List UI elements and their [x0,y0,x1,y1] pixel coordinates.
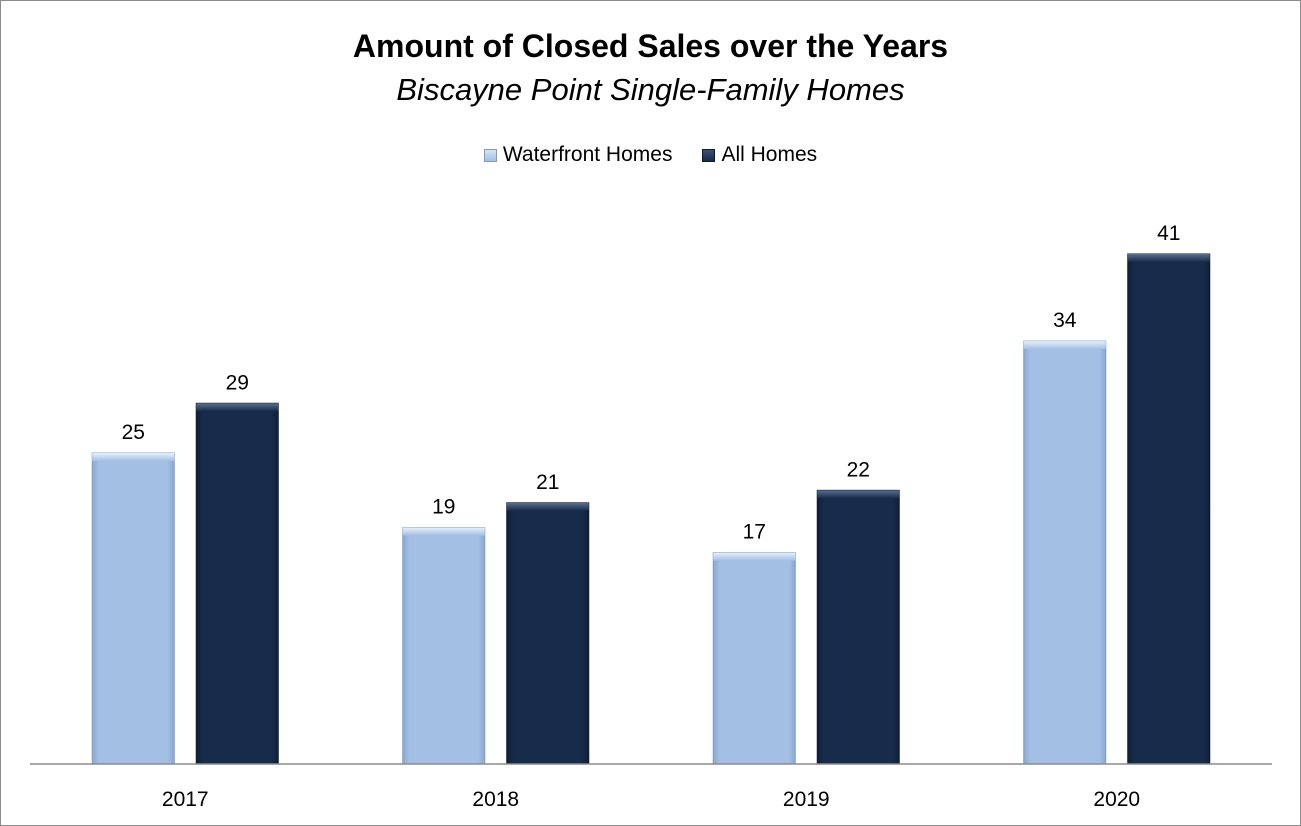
chart-subtitle: Biscayne Point Single-Family Homes [396,72,905,107]
bar-waterfront-2018 [402,527,486,765]
data-label-all-homes-2019: 22 [847,458,870,481]
x-tick-label-2020: 2020 [1093,788,1140,811]
legend-swatch-waterfront [483,148,497,162]
bar-bevel-all-homes-2018 [506,502,589,511]
legend-label-all-homes: All Homes [721,143,818,166]
data-label-waterfront-2020: 34 [1053,309,1077,332]
legend-item-waterfront: Waterfront Homes [483,143,673,167]
bar-bevel-waterfront-2020 [1023,341,1106,350]
data-label-all-homes-2020: 41 [1157,222,1180,245]
data-label-waterfront-2019: 17 [743,521,766,544]
legend-label-waterfront: Waterfront Homes [502,143,673,166]
bar-bevel-all-homes-2020 [1127,254,1210,262]
legend: Waterfront Homes All Homes [0,143,1301,167]
data-label-waterfront-2017: 25 [122,421,145,444]
bar-bevel-waterfront-2017 [92,453,175,462]
legend-item-all-homes: All Homes [702,143,817,167]
bar-waterfront-2017 [91,452,175,765]
bar-all-homes-2020 [1127,253,1211,765]
bar-bevel-waterfront-2019 [713,552,796,561]
bar-bevel-all-homes-2019 [817,490,900,499]
bar-waterfront-2020 [1023,340,1107,765]
bar-all-homes-2018 [506,502,590,765]
x-tick-label-2018: 2018 [472,788,519,811]
data-label-all-homes-2018: 21 [536,471,559,494]
data-label-all-homes-2017: 29 [226,371,249,394]
legend-swatch-all-homes [702,148,716,162]
x-tick-label-2019: 2019 [783,788,830,811]
data-label-waterfront-2018: 19 [432,496,455,519]
bar-waterfront-2019 [712,552,796,765]
x-tick-label-2017: 2017 [162,788,209,811]
bar-bevel-all-homes-2017 [196,403,279,412]
bar-all-homes-2019 [816,489,900,765]
bar-all-homes-2017 [195,402,279,765]
chart-title: Amount of Closed Sales over the Years [352,28,949,64]
bar-bevel-waterfront-2018 [402,527,485,536]
